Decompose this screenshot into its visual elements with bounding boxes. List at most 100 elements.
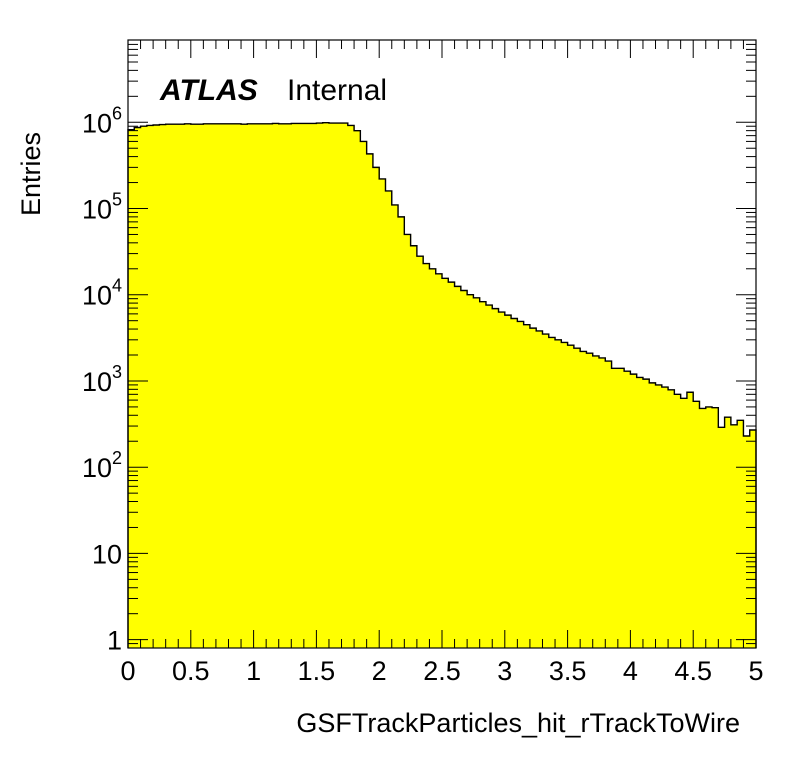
histogram-bar (561, 342, 569, 648)
histogram-bar (404, 234, 412, 649)
histogram-bar (479, 301, 487, 648)
x-tick-label: 3 (497, 656, 512, 686)
histogram-bar (517, 321, 525, 648)
y-tick-label: 106 (82, 103, 122, 138)
x-tick-label: 4 (623, 656, 638, 686)
internal-label: Internal (287, 74, 387, 107)
histogram-bar (542, 334, 550, 648)
histogram-bar (278, 123, 286, 649)
histogram-bar (743, 435, 751, 648)
x-axis-label: GSFTrackParticles_hit_rTrackToWire (296, 708, 740, 738)
histogram-bar (410, 245, 418, 649)
histogram-bar (617, 368, 625, 648)
histogram-bar (259, 123, 267, 649)
histogram-bar (354, 130, 361, 649)
histogram-bar (649, 382, 657, 648)
y-tick-labels: 1 10 102 103 104 105 106 (82, 103, 122, 655)
atlas-label: ATLAS (159, 74, 258, 107)
histogram-bar (661, 387, 669, 648)
histogram-bar (322, 122, 330, 649)
histogram-bar (624, 371, 631, 648)
x-tick-label: 2.5 (423, 656, 461, 686)
histogram-bar (303, 123, 311, 649)
histogram-bar (536, 330, 544, 648)
histogram-bar (548, 337, 556, 648)
histogram-bar (316, 123, 324, 648)
histogram-bar (712, 407, 719, 648)
histogram-bar (165, 124, 173, 648)
histogram-bar (285, 123, 292, 649)
histogram-bar (310, 123, 317, 649)
histogram-bar (668, 389, 675, 648)
histogram-bar (197, 124, 204, 648)
x-tick-label: 5 (748, 656, 763, 686)
histogram-bar (153, 124, 160, 648)
histogram-bar (605, 361, 613, 648)
x-tick-label: 3.5 (549, 656, 587, 686)
y-tick-label: 10 (92, 539, 122, 569)
histogram-bar (573, 348, 581, 648)
x-tick-label: 2 (372, 656, 387, 686)
histogram-bar (749, 429, 757, 648)
histogram-bar (435, 273, 443, 648)
histogram-bar (460, 290, 468, 648)
histogram-bar (473, 297, 481, 648)
histogram-bar (190, 124, 198, 648)
histogram-bar (580, 351, 588, 648)
histogram-bar (599, 357, 606, 648)
histogram-bar (247, 123, 255, 649)
histogram-bar (511, 318, 518, 648)
histogram-bar (385, 190, 393, 648)
histogram-bar (674, 394, 682, 648)
histogram-bar (718, 427, 726, 648)
histogram-bar (680, 398, 688, 648)
x-tick-label: 0.5 (172, 656, 210, 686)
histogram-bar (228, 123, 236, 649)
axis-ticks (127, 39, 757, 649)
histogram-bar (504, 315, 512, 648)
x-tick-label: 1.5 (298, 656, 336, 686)
histogram-bar (567, 345, 575, 648)
histogram-bar (705, 406, 713, 648)
histogram-bar (347, 125, 355, 648)
histogram-bar (448, 282, 456, 648)
histogram-bar (266, 123, 274, 649)
histogram-bar (737, 420, 745, 648)
histogram-bar (234, 123, 242, 649)
histogram-bar (586, 353, 594, 648)
y-tick-label: 104 (82, 276, 122, 311)
histogram-bar (699, 408, 707, 648)
histogram-bar (454, 286, 462, 648)
histogram-bar (171, 124, 179, 648)
histogram-bar (341, 123, 349, 648)
histogram-bar (398, 216, 405, 648)
histogram-bar (636, 377, 644, 648)
histogram-bar (724, 417, 732, 648)
x-tick-label: 4.5 (674, 656, 712, 686)
histogram-bar (360, 141, 368, 648)
histogram-bar (523, 324, 531, 648)
histogram-bar (686, 392, 694, 648)
x-tick-labels: 0 0.5 1 1.5 2 2.5 3 3.5 4 4.5 5 (120, 656, 763, 686)
histogram-bar (630, 374, 638, 648)
histogram-bar (391, 204, 399, 648)
histogram-bar (611, 368, 619, 648)
histogram-bar (642, 379, 650, 648)
histogram-bar (592, 355, 600, 648)
y-tick-label: 105 (82, 190, 122, 225)
histogram-bar (297, 123, 305, 649)
histogram-bar (379, 178, 387, 648)
histogram-bar (140, 126, 148, 648)
histogram-bar (146, 125, 154, 648)
histogram-bar (222, 123, 230, 649)
histogram-bars (128, 122, 757, 649)
histogram-bar (209, 123, 217, 649)
histogram-bar (423, 263, 431, 648)
histogram-bar (555, 339, 562, 648)
histogram-bar (328, 123, 336, 648)
histogram-bar (730, 424, 738, 648)
histogram-bar (492, 308, 500, 648)
y-tick-label: 1 (107, 626, 122, 656)
histogram-bar (467, 294, 474, 648)
